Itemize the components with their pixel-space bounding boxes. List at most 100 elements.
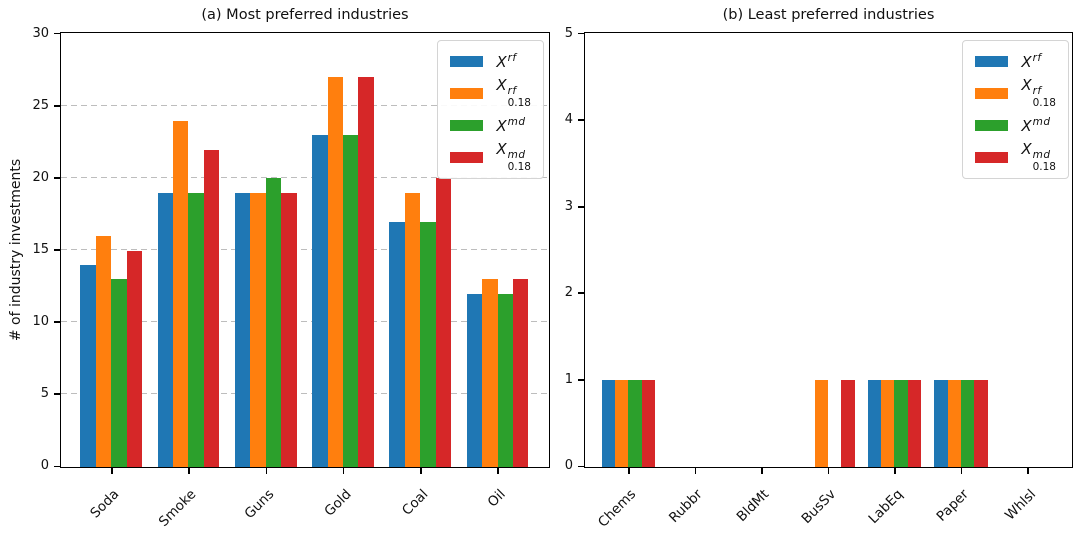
legend-label-base: X bbox=[1021, 75, 1032, 94]
bar-guns-X^md bbox=[265, 178, 282, 467]
x-tick-label-guns: Guns bbox=[241, 486, 278, 523]
x-tick-label-oil: Oil bbox=[484, 486, 509, 511]
gridline-20 bbox=[61, 176, 549, 178]
x-tick-label-chems: Chems bbox=[595, 486, 640, 531]
x-tick bbox=[894, 468, 896, 474]
y-tick-label: 1 bbox=[564, 371, 573, 387]
y-tick-label: 30 bbox=[32, 25, 49, 41]
bar-smoke-X^md_0.18 bbox=[203, 149, 220, 467]
chart-title-b: (b) Least preferred industries bbox=[722, 7, 935, 23]
x-tick bbox=[420, 468, 422, 474]
bar-oil-X^md_0.18 bbox=[513, 279, 529, 467]
x-tick-label-bussv: BusSv bbox=[798, 486, 840, 527]
legend-label-supsub: rf 0.18 bbox=[1032, 84, 1056, 109]
x-tick bbox=[694, 468, 697, 474]
gridline-15 bbox=[61, 248, 549, 250]
gridline-25 bbox=[61, 104, 549, 106]
legend-entry-X^md: Xmd bbox=[450, 114, 531, 137]
bar-gold-X^rf_0.18 bbox=[327, 77, 344, 467]
legend-label: Xrf bbox=[496, 53, 516, 70]
bar-gold-X^md_0.18 bbox=[358, 77, 374, 467]
legend-label: Xmd bbox=[1021, 117, 1050, 134]
x-tick bbox=[628, 468, 630, 474]
legend-label-sup: md bbox=[1032, 116, 1051, 128]
x-tick-label-bldmt: BldMt bbox=[734, 486, 773, 525]
bar-soda-X^rf bbox=[80, 265, 96, 467]
legend-swatch bbox=[975, 120, 1009, 131]
bar-labeq-X^rf bbox=[867, 380, 882, 467]
chart-title-a: (a) Most preferred industries bbox=[201, 7, 409, 23]
legend-entry-X^md: Xmd bbox=[975, 114, 1056, 137]
bar-paper-X^md_0.18 bbox=[974, 380, 988, 467]
legend-label: Xmd bbox=[496, 117, 525, 134]
bar-smoke-X^md bbox=[188, 192, 204, 467]
y-tick bbox=[578, 465, 584, 468]
bar-paper-X^rf bbox=[934, 380, 948, 467]
legend-label-sup: rf bbox=[1032, 52, 1042, 64]
bar-bussv-X^md_0.18 bbox=[841, 380, 855, 467]
y-tick-label: 0 bbox=[564, 458, 573, 474]
bar-coal-X^md_0.18 bbox=[435, 178, 452, 467]
legend-label-base: X bbox=[1021, 139, 1032, 158]
legend-swatch bbox=[975, 88, 1009, 99]
legend-label-sup: md bbox=[507, 148, 526, 161]
bar-smoke-X^rf bbox=[157, 192, 174, 467]
x-tick bbox=[497, 468, 499, 474]
y-tick bbox=[54, 393, 60, 396]
bar-chems-X^md bbox=[628, 380, 642, 467]
plot-area-a bbox=[60, 32, 550, 468]
y-tick-label: 20 bbox=[32, 169, 49, 185]
bar-oil-X^rf bbox=[466, 293, 483, 467]
y-tick-label: 10 bbox=[32, 314, 49, 330]
x-tick bbox=[342, 468, 345, 474]
legend-label-sub: 0.18 bbox=[1032, 160, 1056, 173]
y-tick-label: 15 bbox=[32, 242, 49, 257]
bar-labeq-X^rf_0.18 bbox=[881, 380, 895, 467]
y-tick bbox=[54, 177, 60, 179]
bar-oil-X^rf_0.18 bbox=[482, 279, 498, 467]
y-tick-label: 5 bbox=[40, 386, 49, 402]
y-tick bbox=[578, 32, 584, 35]
y-tick bbox=[578, 379, 584, 381]
legend-swatch bbox=[975, 56, 1009, 67]
bar-soda-X^md_0.18 bbox=[126, 250, 143, 467]
x-tick bbox=[827, 468, 830, 474]
legend-label-sub: 0.18 bbox=[507, 160, 531, 173]
bar-guns-X^rf_0.18 bbox=[250, 192, 266, 467]
y-tick bbox=[578, 292, 584, 295]
legend-label-sub: 0.18 bbox=[1032, 96, 1056, 109]
x-tick bbox=[111, 468, 113, 474]
bar-coal-X^rf_0.18 bbox=[404, 192, 421, 467]
y-tick-label: 3 bbox=[564, 198, 573, 214]
bar-coal-X^rf bbox=[389, 221, 405, 467]
legend-swatch bbox=[450, 56, 484, 67]
x-tick-label-paper: Paper bbox=[933, 486, 973, 525]
legend-label-sup: md bbox=[507, 116, 526, 128]
y-tick bbox=[54, 104, 60, 107]
legend-label: Xrf bbox=[1021, 53, 1041, 70]
bar-smoke-X^rf_0.18 bbox=[173, 120, 189, 467]
legend-label-sup: rf bbox=[1032, 84, 1042, 97]
legend-label-supsub: md 0.18 bbox=[507, 148, 531, 173]
x-tick-label-rubbr: Rubbr bbox=[666, 486, 707, 526]
y-tick bbox=[578, 205, 584, 208]
legend-label-sup: rf bbox=[507, 84, 517, 97]
y-tick-label: 5 bbox=[564, 25, 573, 41]
bar-paper-X^md bbox=[960, 380, 975, 467]
bar-labeq-X^md_0.18 bbox=[907, 380, 922, 467]
bar-guns-X^rf bbox=[234, 192, 251, 467]
y-tick-label: 4 bbox=[564, 112, 573, 128]
y-tick bbox=[54, 32, 60, 35]
legend-entry-X^rf: Xrf bbox=[450, 50, 531, 73]
y-tick-label: 0 bbox=[40, 458, 49, 474]
y-tick-label: 2 bbox=[564, 285, 573, 301]
